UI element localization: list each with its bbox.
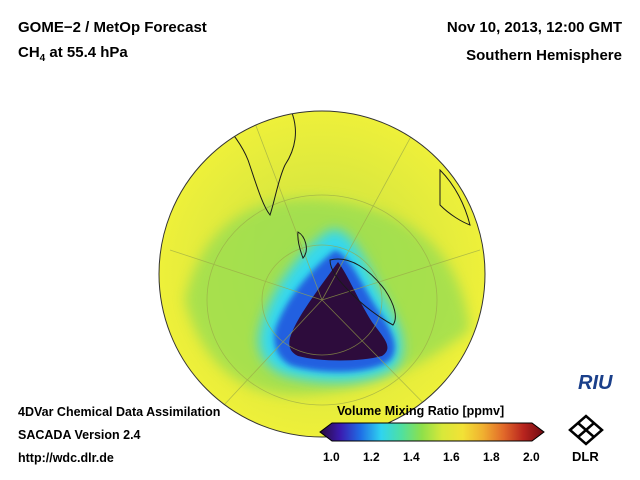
colorbar-tick-label: 1.4	[403, 450, 420, 464]
globe-outline	[158, 110, 486, 438]
species-label: CH4 at 55.4 hPa	[18, 44, 128, 64]
footer-line2: SACADA Version 2.4	[18, 428, 141, 442]
colorbar-title: Volume Mixing Ratio [ppmv]	[337, 404, 505, 418]
forecast-datetime: Nov 10, 2013, 12:00 GMT	[446, 19, 622, 36]
colorbar-tick-label: 1.2	[363, 450, 380, 464]
colorbar	[319, 422, 545, 442]
graticule	[169, 111, 481, 421]
globe-disc	[159, 111, 485, 437]
species-rest: at 55.4 hPa	[45, 44, 128, 61]
colorbar-tick-label: 2.0	[523, 450, 540, 464]
dlr-logo-icon	[568, 414, 604, 446]
colorbar-tick-label: 1.8	[483, 450, 500, 464]
riu-logo: RIU	[578, 372, 613, 394]
dlr-logo-text: DLR	[572, 449, 599, 464]
colorbar-tick-label: 1.6	[443, 450, 460, 464]
region-label: Southern Hemisphere	[466, 47, 622, 64]
footer-line1: 4DVar Chemical Data Assimilation	[18, 405, 221, 419]
map-title: GOME−2 / MetOp Forecast	[18, 19, 207, 36]
colorbar-body	[319, 422, 545, 442]
coastlines	[214, 111, 471, 326]
colorbar-tick-label: 1.0	[323, 450, 340, 464]
methane-low-core	[289, 262, 388, 361]
footer-link[interactable]: http://wdc.dlr.de	[18, 451, 114, 465]
species-main: CH	[18, 44, 40, 61]
species-subscript: 4	[39, 53, 46, 64]
